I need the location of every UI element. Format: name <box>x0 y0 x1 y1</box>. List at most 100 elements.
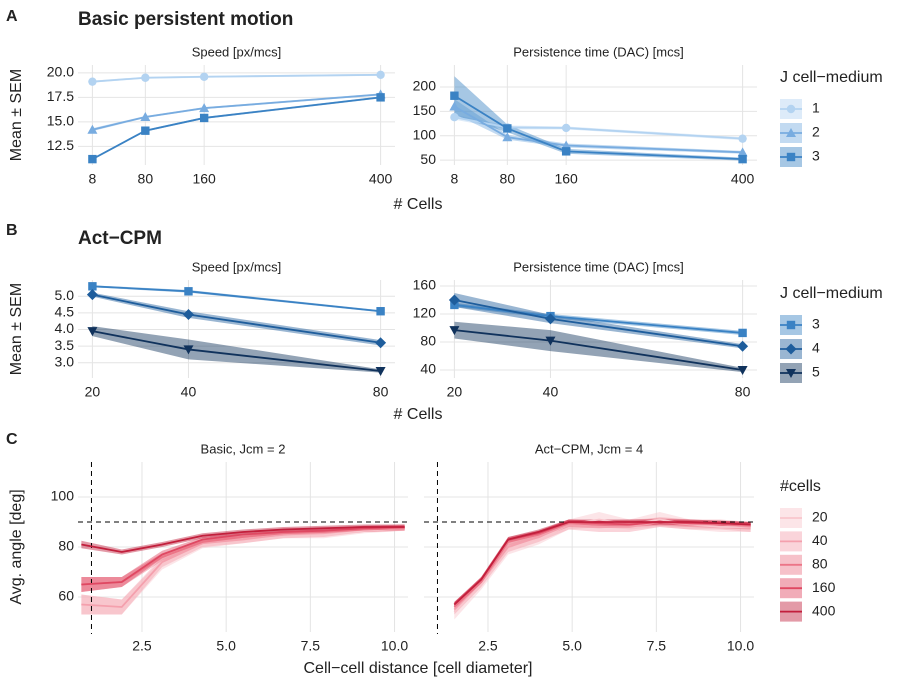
marker <box>786 369 796 378</box>
y-tick-label: 50 <box>420 151 436 167</box>
legend-title: J cell−medium <box>780 285 883 302</box>
marker <box>737 147 748 157</box>
marker <box>141 73 150 82</box>
legend-item: 160 <box>780 578 836 599</box>
panel-label: B <box>6 222 18 239</box>
x-tick-label: 5.0 <box>562 638 582 654</box>
error-band <box>454 293 743 349</box>
marker <box>450 91 459 100</box>
x-tick-label: 5.0 <box>216 638 236 654</box>
marker <box>199 113 209 123</box>
y-tick-label: 15.0 <box>47 113 74 129</box>
marker <box>561 123 571 133</box>
y-tick-label: 40 <box>420 361 436 377</box>
legend-item: 4 <box>780 339 820 359</box>
y-tick-label: 100 <box>51 488 75 504</box>
x-tick-label: 80 <box>138 171 154 187</box>
y-tick-label: 150 <box>413 102 437 118</box>
marker <box>375 337 387 349</box>
legend-item: 400 <box>780 601 836 622</box>
marker <box>182 309 194 321</box>
x-tick-label: 2.5 <box>478 638 498 654</box>
x-axis-label: # Cells <box>394 196 443 213</box>
marker <box>199 72 209 81</box>
line <box>81 526 405 553</box>
line <box>453 521 751 606</box>
y-tick-label: 5.0 <box>55 287 75 303</box>
error-band <box>81 524 405 592</box>
legend-item: 40 <box>780 531 828 552</box>
marker <box>786 128 796 137</box>
y-axis-label: Mean ± SEM <box>8 69 25 161</box>
legend-title: J cell−medium <box>780 69 883 86</box>
legend-item: 20 <box>780 508 828 528</box>
legend-item: 3 <box>780 147 820 167</box>
line <box>92 73 381 83</box>
error-band <box>92 326 381 373</box>
legend-label: 3 <box>812 316 820 332</box>
legend-label: 20 <box>812 509 828 525</box>
marker <box>376 307 385 316</box>
y-tick-label: 120 <box>413 305 437 321</box>
x-tick-label: 160 <box>192 171 216 187</box>
x-axis-label: # Cells <box>394 406 443 423</box>
marker <box>183 345 194 355</box>
y-tick-label: 80 <box>58 538 74 554</box>
x-tick-label: 80 <box>500 171 516 187</box>
marker <box>141 126 150 135</box>
legend-label: 40 <box>812 532 828 548</box>
legend-title: #cells <box>780 478 821 495</box>
x-axis-label: Cell−cell distance [cell diameter] <box>304 660 533 677</box>
marker <box>502 132 513 142</box>
legend-item: 2 <box>780 123 820 143</box>
error-band <box>92 93 381 132</box>
legend-label: 160 <box>812 579 836 595</box>
x-tick-label: 400 <box>369 171 393 187</box>
facet-title: Speed [px/mcs] <box>192 259 282 274</box>
marker <box>503 124 512 133</box>
panel-title: Basic persistent motion <box>78 9 293 30</box>
legend-label: 5 <box>812 364 820 380</box>
legend-label: 1 <box>812 100 820 116</box>
y-tick-label: 4.0 <box>55 320 75 336</box>
marker <box>184 287 193 296</box>
marker <box>785 343 797 355</box>
marker <box>737 366 748 376</box>
legend-item: 80 <box>780 554 828 575</box>
marker <box>88 77 97 86</box>
marker <box>738 134 747 143</box>
marker <box>87 327 98 337</box>
marker <box>544 313 556 325</box>
marker <box>450 112 459 122</box>
line <box>453 105 743 154</box>
marker <box>786 320 796 330</box>
legend-label: 4 <box>812 340 820 356</box>
x-tick-label: 10.0 <box>727 638 754 654</box>
marker <box>786 152 796 162</box>
legend-label: 80 <box>812 556 828 572</box>
y-tick-label: 17.5 <box>47 88 74 104</box>
x-tick-label: 10.0 <box>381 638 408 654</box>
x-tick-label: 2.5 <box>132 638 152 654</box>
marker <box>545 336 556 346</box>
y-tick-label: 3.0 <box>55 353 75 369</box>
y-axis-label: Mean ± SEM <box>8 283 25 375</box>
marker <box>449 326 460 336</box>
x-tick-label: 7.5 <box>301 638 321 654</box>
y-tick-label: 60 <box>58 588 74 604</box>
line <box>453 94 743 161</box>
x-tick-label: 8 <box>89 171 97 187</box>
marker <box>87 124 98 134</box>
marker <box>88 154 97 164</box>
x-tick-label: 160 <box>554 171 578 187</box>
facet-title: Persistence time (DAC) [mcs] <box>513 44 683 59</box>
y-tick-label: 160 <box>413 277 437 293</box>
x-tick-label: 40 <box>543 384 559 400</box>
y-tick-label: 80 <box>420 333 436 349</box>
marker <box>376 70 385 80</box>
marker <box>140 111 151 121</box>
y-tick-label: 200 <box>413 78 437 94</box>
marker <box>449 101 460 111</box>
x-tick-label: 400 <box>731 171 755 187</box>
